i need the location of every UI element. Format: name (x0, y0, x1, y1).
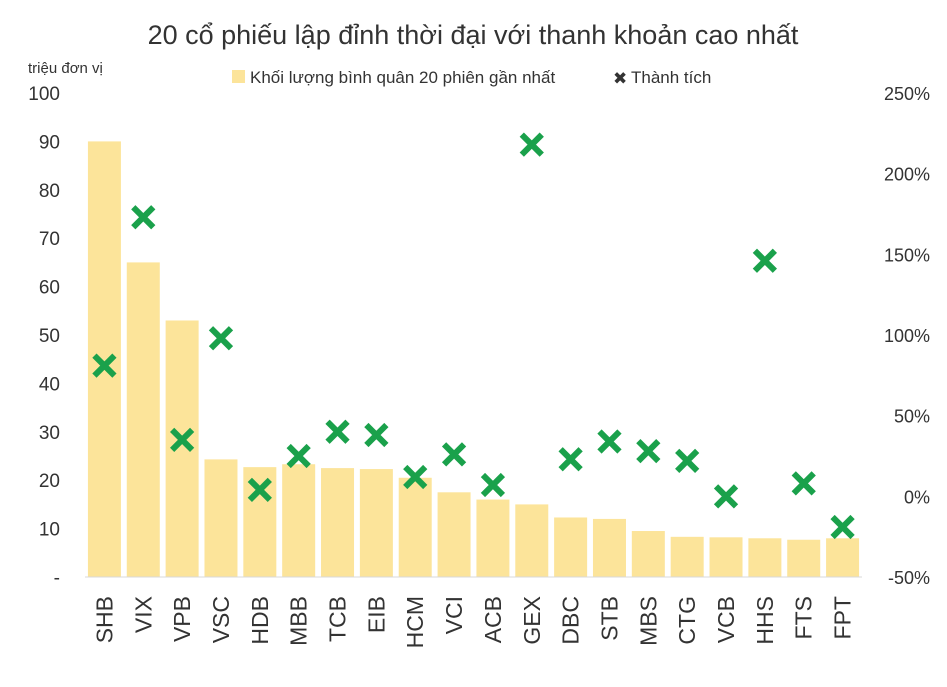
category-axis: SHB VIX VPB VSC HDB MBB TCB EIB HCM VCI ACB GEX DBC S… (91, 596, 855, 648)
left-tick-label: 80 (39, 181, 60, 202)
bar (282, 464, 316, 577)
bar (359, 469, 393, 577)
left-axis-unit: triệu đơn vị (28, 60, 103, 77)
legend-bar-label: Khối lượng bình quân 20 phiên gần nhất (250, 68, 555, 87)
scatter-point (364, 422, 389, 448)
scatter-point (713, 484, 739, 509)
right-tick-label: 50% (894, 407, 930, 427)
bar (515, 504, 549, 577)
category-label: STB (596, 596, 622, 641)
bar (476, 499, 510, 577)
category-label: ACB (480, 596, 506, 643)
scatter-point (791, 471, 816, 496)
scatter-point (170, 427, 195, 452)
bar (748, 538, 782, 577)
category-label: HHS (752, 596, 778, 645)
scatter-point (286, 443, 311, 469)
bar (554, 517, 588, 577)
category-label: VCI (441, 596, 467, 634)
legend-scatter-label: Thành tích (631, 68, 711, 87)
scatter-point (92, 353, 117, 378)
left-tick-label: - (54, 568, 60, 589)
category-label: FTS (791, 596, 817, 639)
scatter-point (131, 205, 156, 230)
category-label: TCB (325, 596, 351, 642)
left-tick-label: 30 (39, 423, 60, 444)
scatter-point (325, 419, 350, 444)
category-label: SHB (91, 596, 117, 643)
right-tick-label: 100% (884, 326, 930, 346)
scatter-series (92, 132, 855, 540)
bar (398, 477, 432, 577)
category-label: HCM (402, 596, 428, 648)
category-label: MBB (286, 596, 312, 646)
scatter-point (403, 464, 428, 490)
scatter-point (830, 514, 855, 540)
bar (670, 536, 704, 577)
bar (631, 531, 665, 577)
left-tick-label: 100 (28, 84, 60, 105)
bar (126, 262, 160, 577)
category-label: DBC (558, 596, 584, 645)
bar (87, 141, 121, 577)
scatter-point (208, 326, 234, 351)
category-label: VSC (208, 596, 234, 643)
scatter-point (752, 248, 777, 273)
category-label: VCB (713, 596, 739, 643)
bar (243, 467, 277, 577)
scatter-point (519, 132, 544, 157)
category-label: VPB (169, 596, 195, 642)
bar (437, 492, 471, 577)
right-tick-label: 0% (904, 487, 930, 507)
category-label: GEX (519, 596, 545, 645)
legend-bar-swatch (232, 70, 245, 83)
left-tick-label: 10 (39, 520, 60, 541)
right-tick-label: 150% (884, 245, 930, 265)
scatter-point (480, 472, 506, 498)
bar (592, 518, 626, 577)
scatter-point (636, 439, 661, 464)
scatter-point (247, 477, 272, 503)
category-label: HDB (247, 596, 273, 645)
bar (709, 537, 743, 577)
bar (321, 468, 355, 577)
scatter-point (597, 429, 622, 454)
legend-cross-icon: ✖ (613, 69, 627, 88)
category-label: CTG (674, 596, 700, 645)
right-tick-label: 250% (884, 84, 930, 104)
left-tick-label: 40 (39, 374, 60, 395)
category-label: MBS (635, 596, 661, 646)
bar (204, 459, 238, 577)
left-tick-label: 60 (39, 278, 60, 299)
bar-series (87, 141, 860, 577)
left-tick-label: 50 (39, 326, 60, 347)
scatter-point (558, 447, 583, 472)
left-tick-label: 20 (39, 471, 60, 492)
left-tick-label: 70 (39, 229, 60, 250)
right-axis: -50% 0% 50% 100% 150% 200% 250% (884, 84, 930, 588)
bar (826, 538, 860, 577)
bar (165, 320, 199, 577)
bar (787, 539, 821, 577)
scatter-point (441, 442, 467, 467)
legend: Khối lượng bình quân 20 phiên gần nhất ✖… (232, 68, 711, 88)
right-tick-label: 200% (884, 165, 930, 185)
left-tick-label: 90 (39, 132, 60, 153)
chart-title: 20 cổ phiếu lập đỉnh thời đại với thanh … (148, 20, 799, 50)
category-label: FPT (830, 596, 856, 639)
scatter-point (675, 448, 700, 473)
left-axis: - 10 20 30 40 50 60 70 80 90 100 (28, 84, 60, 589)
category-label: VIX (130, 596, 156, 633)
right-tick-label: -50% (888, 568, 930, 588)
category-label: EIB (363, 596, 389, 633)
